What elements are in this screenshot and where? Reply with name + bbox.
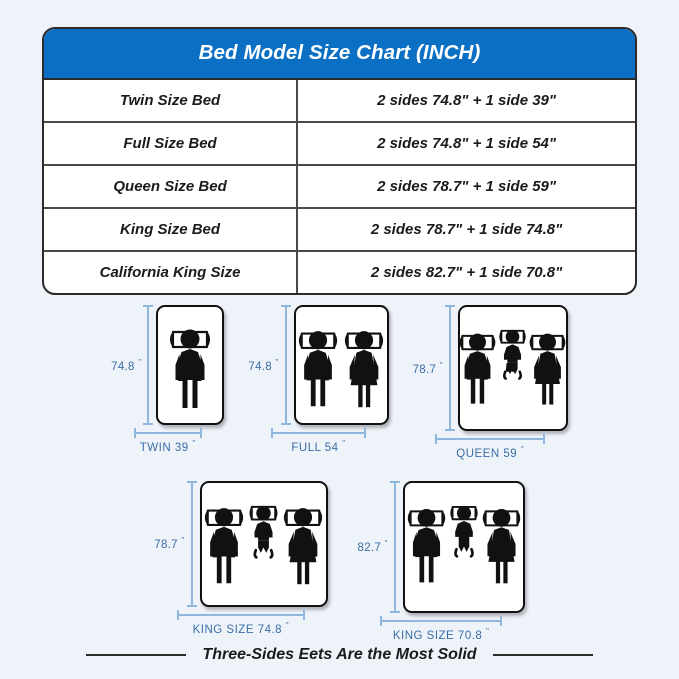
height-dimension: 82.7 " [357, 480, 403, 613]
bed-diagram-row-top: 74.8 " [0, 305, 679, 460]
bed-diagram-row-bottom: 78.7 " [0, 480, 679, 642]
mattress-card-twin [156, 305, 225, 425]
bed-measure-group: 78.7 " [154, 480, 328, 607]
width-dimension-label: QUEEN 59 " [456, 445, 525, 460]
width-dimension-label: KING SIZE 70.8 " [392, 626, 490, 642]
adult-male-figure [170, 329, 211, 408]
bed-measure-group: 78.7 " [413, 305, 568, 431]
occupant-figures [167, 318, 213, 418]
adult-male-figure [204, 508, 244, 584]
table-row: Queen Size Bed 2 sides 78.7" + 1 side 59… [44, 166, 635, 209]
width-dimension-line [380, 615, 503, 626]
width-dimension-line [133, 428, 202, 438]
height-dimension-label: 78.7 " [412, 360, 443, 376]
bed-size-cell: 2 sides 78.7" + 1 side 59" [377, 178, 557, 195]
height-dimension-label: 82.7 " [357, 539, 388, 555]
width-dimension: QUEEN 59 " [435, 434, 546, 460]
bed-size-cell: 2 sides 82.7" + 1 side 70.8" [370, 264, 563, 281]
table-row: Twin Size Bed 2 sides 74.8" + 1 side 39" [44, 80, 635, 123]
occupant-figures [202, 494, 325, 596]
footer-text: Three-Sides Eets Are the Most Solid [202, 646, 477, 663]
height-dimension-label: 78.7 " [154, 536, 185, 552]
table-row: California King Size 2 sides 82.7" + 1 s… [44, 252, 635, 293]
width-dimension: KING SIZE 70.8 " [380, 615, 503, 642]
width-dimension-label: TWIN 39 " [139, 439, 196, 454]
height-dimension-line [389, 480, 400, 613]
bed-size-cell: 2 sides 78.7" + 1 side 74.8" [370, 221, 563, 238]
width-dimension-line [435, 434, 546, 444]
adult-female-figure [530, 333, 566, 405]
bed-diagram-king: 78.7 " [154, 480, 328, 636]
width-dimension: FULL 54 " [270, 428, 366, 454]
bed-size-cell: 2 sides 74.8" + 1 side 54" [377, 135, 557, 152]
adult-male-figure [298, 331, 338, 407]
width-dimension: KING SIZE 74.8 " [176, 609, 305, 636]
mattress-card-queen [457, 305, 568, 431]
height-dimension: 78.7 " [154, 480, 199, 607]
bed-name-cell: Full Size Bed [44, 123, 299, 164]
height-dimension: 78.7 " [413, 305, 458, 431]
bed-name-cell: Twin Size Bed [44, 80, 299, 121]
table-row: Full Size Bed 2 sides 74.8" + 1 side 54" [44, 123, 635, 166]
adult-male-figure [407, 508, 445, 583]
bed-diagram-queen: 78.7 " [413, 305, 568, 460]
width-dimension-label: KING SIZE 74.8 " [192, 620, 290, 636]
table-title: Bed Model Size Chart (INCH) [44, 29, 635, 80]
bed-measure-group: 82.7 " [357, 480, 525, 613]
height-dimension-label: 74.8 " [111, 357, 142, 373]
bed-diagram-twin: 74.8 " [111, 305, 225, 454]
mattress-card-california-king [402, 480, 525, 613]
height-dimension-line [143, 305, 154, 425]
width-dimension-line [270, 428, 366, 438]
width-dimension: TWIN 39 " [133, 428, 202, 454]
baby-figure [499, 329, 527, 380]
table-row: King Size Bed 2 sides 78.7" + 1 side 74.… [44, 209, 635, 252]
occupant-figures [296, 318, 386, 418]
height-dimension-line [280, 305, 291, 425]
footer-rule-right [492, 654, 593, 656]
bed-measure-group: 74.8 " [248, 305, 389, 425]
adult-male-figure [460, 333, 496, 404]
bed-diagram-full: 74.8 " [248, 305, 389, 454]
bed-name-cell: California King Size [44, 252, 299, 293]
height-dimension-label: 74.8 " [248, 357, 279, 373]
bed-diagrams-area: 74.8 " [0, 305, 679, 642]
width-dimension-label: FULL 54 " [291, 439, 346, 454]
footer-rule-left [86, 654, 187, 656]
height-dimension-line [186, 480, 197, 607]
height-dimension: 74.8 " [111, 305, 156, 425]
height-dimension-line [444, 305, 455, 431]
bed-name-cell: King Size Bed [44, 209, 299, 250]
baby-figure [249, 505, 278, 559]
footer-banner: Three-Sides Eets Are the Most Solid [0, 646, 679, 664]
bed-size-cell: 2 sides 74.8" + 1 side 39" [377, 92, 557, 109]
bed-diagram-california-king: 82.7 " [357, 480, 525, 642]
bed-measure-group: 74.8 " [111, 305, 225, 425]
baby-figure [450, 505, 478, 558]
height-dimension: 74.8 " [248, 305, 293, 425]
adult-female-figure [344, 331, 384, 408]
bed-name-cell: Queen Size Bed [44, 166, 299, 207]
mattress-card-full [293, 305, 389, 425]
mattress-card-king [199, 480, 328, 607]
width-dimension-line [176, 609, 305, 620]
occupant-figures [405, 494, 523, 596]
bed-size-chart-table: Bed Model Size Chart (INCH) Twin Size Be… [42, 27, 637, 295]
occupant-figures [460, 318, 566, 418]
adult-female-figure [482, 508, 520, 584]
adult-female-figure [283, 508, 323, 585]
